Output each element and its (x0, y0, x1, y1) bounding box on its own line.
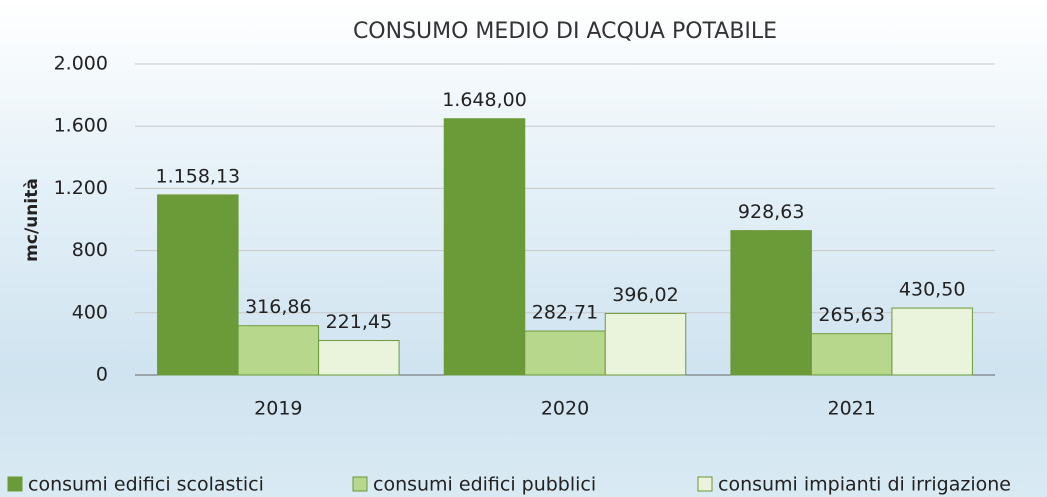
bar (157, 194, 239, 376)
data-label: 928,63 (738, 201, 804, 223)
x-tick-label: 2020 (541, 398, 589, 420)
y-tick-label: 400 (72, 301, 108, 323)
x-tick-label: 2019 (254, 398, 302, 420)
y-tick-label: 2.000 (54, 53, 108, 75)
bar (891, 307, 973, 376)
y-tick-label: 0 (96, 364, 108, 386)
bar (730, 230, 812, 376)
legend-label: consumi edifici scolastici (28, 474, 264, 496)
data-label: 265,63 (818, 304, 884, 326)
bar (810, 333, 893, 376)
chart-title: CONSUMO MEDIO DI ACQUA POTABILE (353, 19, 777, 44)
legend-swatch (697, 476, 713, 492)
y-tick-label: 1.600 (54, 115, 108, 137)
data-label: 1.648,00 (442, 89, 527, 111)
legend-label: consumi impianti di irrigazione (718, 474, 1011, 496)
y-tick-label: 800 (72, 239, 108, 261)
legend-swatch (7, 476, 23, 492)
x-tick-label: 2021 (827, 398, 875, 420)
bar (237, 325, 320, 376)
data-label: 282,71 (532, 302, 598, 324)
bar (604, 312, 687, 376)
legend-label: consumi edifici pubblici (373, 474, 596, 496)
data-label: 1.158,13 (156, 165, 241, 187)
bar (443, 118, 526, 376)
data-label: 221,45 (326, 311, 392, 333)
legend-swatch (352, 476, 368, 492)
y-axis-label: mc/unità (22, 178, 42, 262)
bar (318, 340, 400, 376)
y-tick-label: 1.200 (54, 177, 108, 199)
data-label: 316,86 (245, 296, 311, 318)
bar (524, 330, 606, 376)
data-label: 430,50 (899, 279, 965, 301)
data-label: 396,02 (612, 284, 678, 306)
